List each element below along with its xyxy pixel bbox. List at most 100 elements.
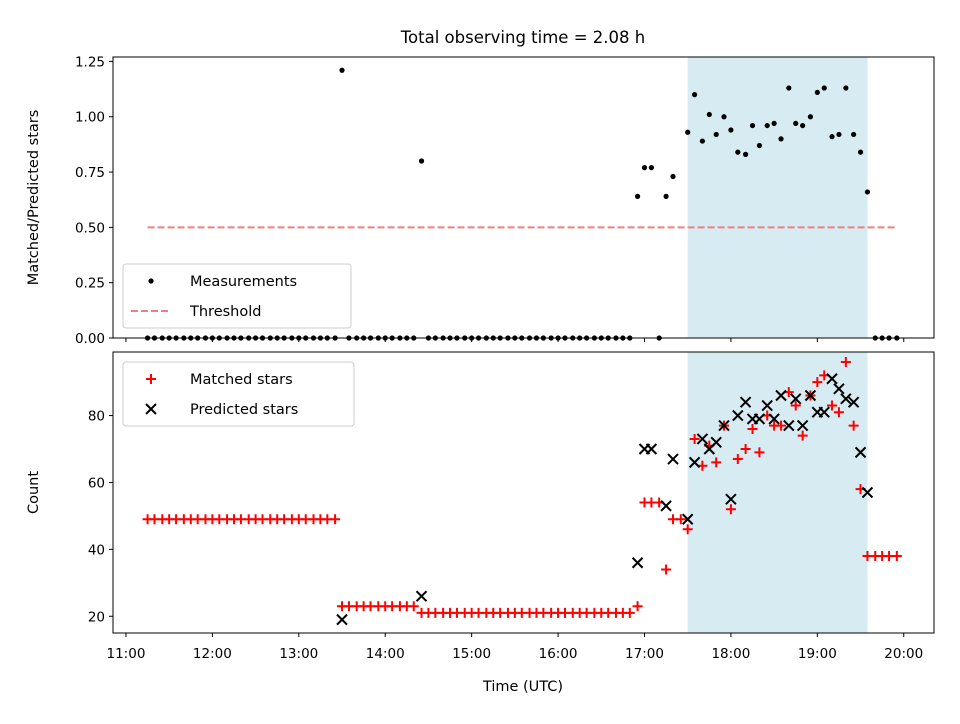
measurement-point — [836, 131, 842, 138]
matched-star-point — [624, 607, 635, 618]
predicted-star-point — [847, 396, 860, 408]
y-tick-label: 80 — [88, 409, 105, 425]
measurement-point — [821, 85, 827, 91]
y-tick-label: 1.00 — [75, 110, 105, 126]
legend: Measurements Threshold — [122, 263, 352, 329]
measurement-point — [339, 67, 345, 73]
y-axis-label: Matched/Predicted stars — [26, 110, 42, 286]
predicted-star-point — [833, 383, 845, 395]
measurement-point — [648, 165, 655, 171]
matched-star-point — [711, 457, 722, 468]
legend-marker — [146, 374, 156, 384]
matched-star-point — [840, 357, 851, 368]
predicted-star-point — [753, 413, 766, 425]
matched-star-point — [732, 454, 743, 465]
predicted-star-point — [710, 436, 722, 449]
matched-star-point — [740, 444, 751, 455]
predicted-star-point — [761, 399, 773, 412]
measurement-point — [807, 114, 814, 120]
predicted-star-point — [739, 396, 752, 408]
measurement-point — [728, 127, 734, 133]
measurement-point — [843, 85, 849, 91]
axes-frame — [112, 56, 935, 339]
matched-star-point — [747, 423, 758, 434]
x-tick-label: 18:00 — [711, 646, 750, 662]
measurement-point — [756, 142, 763, 149]
matched-star-point — [848, 420, 859, 431]
predicted-star-point — [804, 389, 817, 402]
matched-star-point — [661, 564, 672, 575]
predicted-star-point — [336, 613, 348, 626]
predicted-star-point — [631, 557, 644, 569]
x-axis-label: Time (UTC) — [482, 679, 563, 695]
measurement-point — [857, 149, 864, 155]
predicted-star-point — [667, 453, 679, 465]
matched-star-point — [891, 551, 902, 562]
matched-star-point — [790, 400, 801, 411]
matched-star-point — [797, 430, 808, 441]
predicted-star-point — [818, 406, 830, 418]
matched-star-point — [833, 407, 844, 418]
top-panel-ratio: 0.00 0.25 0.50 0.75 1.00 1.25 Matched/Predicte… — [26, 54, 935, 347]
measurement-point — [743, 151, 749, 157]
measurement-point — [778, 136, 784, 142]
matched-star-point — [827, 400, 838, 411]
predicted-star-point — [645, 443, 658, 455]
matched-star-point — [682, 524, 693, 535]
matched-star-point — [408, 601, 419, 612]
predicted-star-point — [768, 413, 780, 425]
x-tick-label: 12:00 — [193, 646, 232, 662]
y-tick-label: 0.75 — [75, 165, 105, 181]
legend-marker — [145, 403, 157, 415]
measurement-point — [692, 92, 698, 98]
measurement-point — [814, 89, 820, 96]
legend-marker — [148, 278, 154, 284]
series-measurements — [144, 67, 900, 341]
series-predicted-stars — [336, 373, 874, 626]
y-tick-label: 1.25 — [75, 54, 105, 70]
matched-star-point — [632, 601, 643, 612]
predicted-star-point — [826, 373, 838, 385]
matched-star-point — [725, 504, 736, 515]
measurement-point — [721, 114, 727, 120]
observing-interval-shade — [687, 352, 868, 633]
measurement-point — [641, 165, 648, 171]
predicted-star-point — [783, 419, 795, 432]
legend-frame — [122, 263, 352, 329]
x-tick-label: 13:00 — [279, 646, 318, 662]
matched-star-point — [776, 420, 787, 431]
predicted-star-point — [688, 456, 701, 469]
predicted-star-point — [718, 419, 730, 432]
bottom-panel-count: 20 40 60 80 11:00 12:00 13:00 14:00 15:00 16:00 17… — [26, 351, 935, 662]
matched-star-point — [812, 377, 823, 388]
x-tick-label: 17:00 — [625, 646, 664, 662]
y-tick-label: 20 — [88, 609, 105, 625]
legend-label: Threshold — [189, 304, 261, 320]
chart-title: Total observing time = 2.08 h — [400, 28, 645, 47]
measurement-point — [829, 134, 835, 140]
measurement-point — [793, 120, 799, 126]
y-tick-label: 0.25 — [75, 276, 105, 292]
predicted-star-point — [725, 493, 737, 505]
measurement-point — [851, 131, 857, 138]
x-tick-label: 20:00 — [884, 646, 923, 662]
measurement-point — [418, 158, 425, 164]
legend-label: Measurements — [190, 274, 297, 290]
matched-star-point — [689, 433, 700, 444]
measurement-point — [864, 189, 871, 195]
measurement-point — [713, 131, 719, 138]
predicted-star-point — [660, 500, 672, 512]
predicted-star-point — [415, 590, 428, 602]
measurement-point — [634, 193, 641, 199]
x-tick-label: 16:00 — [539, 646, 578, 662]
predicted-star-point — [732, 409, 744, 422]
predicted-star-point — [681, 513, 694, 525]
measurement-point — [786, 85, 792, 91]
measurement-point — [663, 193, 669, 199]
matched-star-point — [330, 514, 341, 525]
y-tick-label: 60 — [88, 475, 105, 491]
measurement-point — [749, 122, 756, 129]
predicted-star-point — [854, 446, 867, 459]
x-tick-label: 15:00 — [452, 646, 491, 662]
